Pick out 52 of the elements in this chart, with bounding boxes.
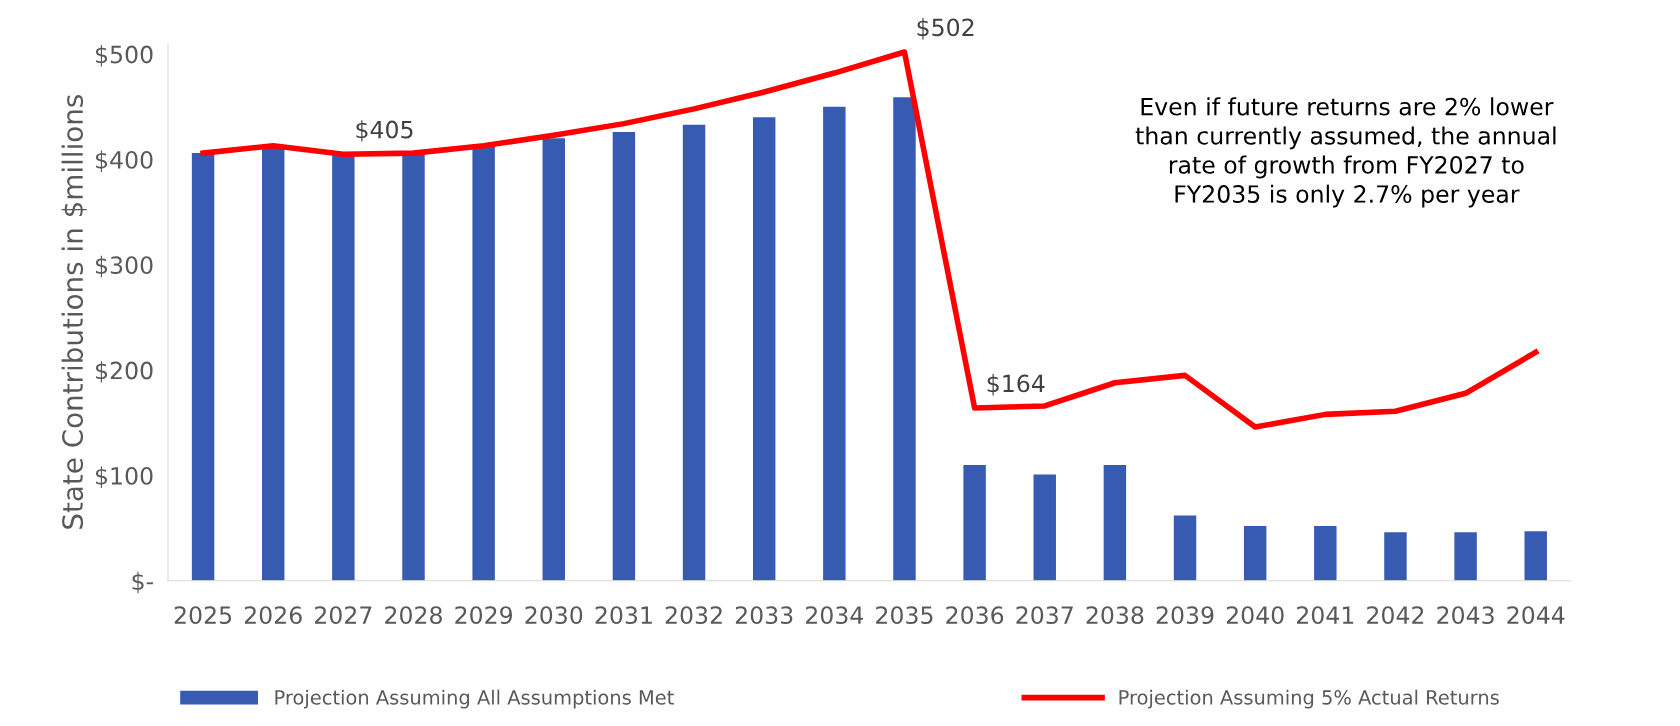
x-tick-label: 2039 [1156,606,1214,625]
x-tick-label: 2037 [1016,606,1073,625]
y-tick-label: $400 [95,150,153,172]
annotation: Even if future returns are 2% lower than currently assumed, the annual rate of growth from FY2027 to FY2035 is only 2.7% per year [1135,97,1556,208]
x-tick-label: 2027 [315,606,372,625]
data-label: $405 [356,120,413,142]
bar [1454,532,1477,581]
x-tick-label: 2043 [1437,606,1494,625]
bar [823,106,846,581]
x-tick-label: 2040 [1226,606,1284,625]
x-tick-label: 2029 [455,606,513,625]
x-tick-label: 2041 [1297,606,1354,625]
legend-label: Projection Assuming 5% Actual Returns [1119,689,1499,709]
x-tick-label: 2036 [946,606,1004,625]
y-tick-label: $500 [95,45,153,67]
bar [472,145,495,581]
x-tick-label: 2038 [1086,606,1144,625]
bar [1314,526,1337,581]
y-tick-label: $300 [95,255,153,278]
bar [1103,464,1127,581]
x-tick-label: 2042 [1367,606,1424,625]
bar [1524,531,1547,581]
x-tick-label: 2035 [876,606,933,625]
bar [893,97,916,581]
x-tick-label: 2033 [735,606,793,625]
bar [752,117,776,581]
bar [1033,474,1056,581]
x-tick-label: 2044 [1507,606,1565,625]
legend-label: Projection Assuming All Assumptions Met [275,689,674,709]
bar [963,464,986,581]
data-label: $164 [987,374,1045,396]
y-tick-label: $100 [95,466,153,488]
data-label: $502 [917,18,974,40]
x-tick-label: 2030 [525,606,583,625]
x-tick-label: 2028 [385,606,442,625]
y-tick-label: $200 [95,361,153,383]
bar [402,154,425,581]
x-tick-label: 2034 [806,606,864,625]
bar [332,154,355,581]
bar [542,138,565,581]
x-tick-label: 2026 [244,606,302,625]
bar [1384,532,1407,581]
bar [1173,515,1197,581]
bar [612,132,636,581]
x-tick-label: 2031 [595,606,652,625]
x-tick-label: 2025 [174,606,232,625]
x-tick-label: 2032 [665,606,722,625]
bar [191,153,215,581]
bar [682,124,706,581]
y-tick-label: $- [132,571,153,594]
bar [1243,526,1267,581]
y-axis-title: State Contributions in $millions [61,95,87,529]
